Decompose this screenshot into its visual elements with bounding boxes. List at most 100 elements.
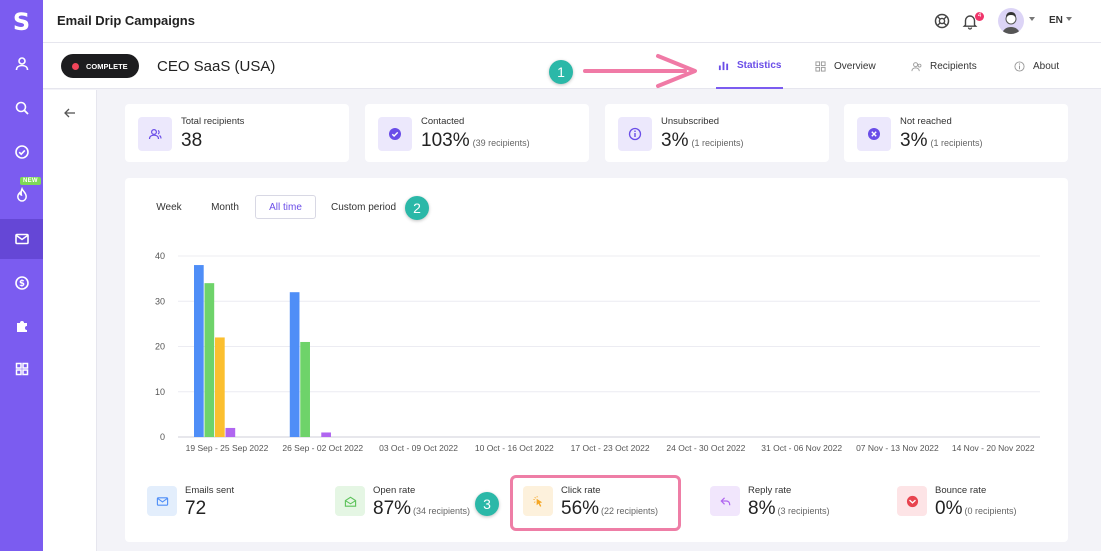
metric-label: Reply rate [748, 485, 792, 496]
x-tick-label: 03 Oct - 09 Oct 2022 [379, 443, 458, 453]
metric-sub: (22 recipients) [601, 506, 659, 516]
info-icon [628, 127, 642, 141]
avatar-dropdown-caret-icon[interactable] [1029, 17, 1035, 21]
cursor-click-icon [532, 495, 542, 507]
notification-count-badge: 4 [975, 12, 984, 21]
chart-bar [204, 283, 215, 437]
x-tick-label: 26 Sep - 02 Oct 2022 [282, 443, 363, 453]
y-tick-label: 40 [155, 251, 165, 261]
metric-value: 0% (0 recipients) [935, 498, 1017, 520]
language-caret-icon[interactable] [1066, 17, 1072, 21]
stat-value: 38 [181, 130, 205, 152]
period-week-button[interactable]: Week [156, 201, 182, 213]
metric-label: Open rate [373, 485, 416, 496]
chart-bar [194, 265, 204, 437]
stat-label: Contacted [421, 116, 465, 127]
bounce-icon [906, 495, 918, 507]
stat-value-number: 38 [181, 130, 203, 151]
stat-label: Unsubscribed [661, 116, 720, 127]
sidebar-item-tasks[interactable] [0, 132, 43, 172]
x-circle-icon [868, 128, 880, 140]
puzzle-icon [16, 321, 27, 332]
page-title: Email Drip Campaigns [57, 13, 195, 28]
check-circle-icon [14, 145, 29, 159]
metric-value: 56% (22 recipients) [561, 498, 658, 520]
sidebar-item-contacts[interactable] [0, 44, 43, 84]
bell-icon[interactable] [961, 12, 979, 30]
metric-sub: (0 recipients) [964, 506, 1017, 516]
top-bar: Email Drip Campaigns [43, 0, 1101, 43]
app-logo[interactable]: S [12, 8, 31, 36]
x-tick-label: 19 Sep - 25 Sep 2022 [186, 443, 269, 453]
metric-icon-box [147, 486, 177, 516]
chart-bar [321, 432, 331, 437]
period-month-button[interactable]: Month [211, 201, 239, 213]
help-lifebuoy-icon[interactable] [933, 12, 951, 30]
y-tick-label: 20 [155, 342, 165, 352]
status-label: COMPLETE [86, 61, 128, 71]
stat-value: 3% (1 recipients) [900, 130, 983, 152]
sidebar-item-campaigns[interactable] [0, 219, 43, 259]
tab-overview[interactable]: Overview [815, 43, 876, 89]
stat-sub: (39 recipients) [472, 138, 530, 148]
x-tick-label: 24 Oct - 30 Oct 2022 [666, 443, 745, 453]
avatar[interactable] [998, 8, 1024, 34]
dollar-icon: $ [14, 276, 29, 290]
recipients-bar-chart: 0 10 20 30 40 19 Sep - 25 Sep 2022 26 Sep - 02… [155, 251, 1040, 453]
sidebar-item-apps[interactable] [0, 349, 43, 389]
users-icon [911, 61, 922, 71]
mail-icon [14, 233, 29, 245]
mail-icon [156, 496, 168, 506]
y-tick-label: 30 [155, 296, 165, 306]
callout-step-3: 3 [475, 492, 499, 516]
callout-step-2: 2 [405, 196, 429, 220]
metric-icon-box [710, 486, 740, 516]
campaign-name: CEO SaaS (USA) [157, 58, 276, 75]
x-tick-label: 17 Oct - 23 Oct 2022 [571, 443, 650, 453]
period-all-time-button[interactable]: All time [255, 195, 316, 219]
stat-icon-box [138, 117, 172, 151]
metric-click-rate: Click rate 56% (22 recipients) [523, 482, 673, 522]
sidebar-item-integrations[interactable] [0, 306, 43, 346]
metric-value-number: 8% [748, 498, 776, 519]
tab-about[interactable]: About [1014, 43, 1059, 89]
metric-label: Bounce rate [935, 485, 987, 496]
y-tick-label: 0 [160, 432, 165, 442]
tab-statistics[interactable]: Statistics [716, 43, 784, 89]
chart-bar [289, 292, 300, 437]
chart-bar [225, 427, 236, 437]
stat-label: Not reached [900, 116, 952, 127]
sidebar-item-warmup[interactable]: NEW [0, 175, 43, 215]
period-custom-button[interactable]: Custom period [330, 201, 397, 213]
stat-value-number: 103% [421, 130, 470, 151]
sidebar-item-search[interactable] [0, 88, 43, 128]
metric-label: Click rate [561, 485, 601, 496]
info-icon [1014, 60, 1025, 72]
grid-icon [15, 362, 28, 376]
metric-value-number: 87% [373, 498, 412, 519]
callout-step-1: 1 [549, 60, 573, 84]
stat-card-unsubscribed: Unsubscribed 3% (1 recipients) [605, 104, 829, 162]
tab-recipients[interactable]: Recipients [911, 43, 977, 89]
metric-label: Emails sent [185, 485, 235, 496]
stat-card-total-recipients: Total recipients 38 [125, 104, 349, 162]
overview-grid-icon [815, 60, 826, 72]
search-icon [15, 101, 29, 115]
tab-label: Recipients [930, 60, 977, 72]
sidebar: S NEW $ [0, 0, 43, 551]
metric-bounce-rate: Bounce rate 0% (0 recipients) [897, 482, 1057, 522]
tab-label: Statistics [737, 59, 782, 71]
stat-label: Total recipients [181, 116, 245, 127]
x-tick-label: 14 Nov - 20 Nov 2022 [952, 443, 1035, 453]
language-selector[interactable]: EN [1049, 15, 1063, 26]
stat-sub: (1 recipients) [691, 138, 744, 148]
stat-value: 103% (39 recipients) [421, 130, 530, 152]
fire-icon [16, 187, 27, 202]
sidebar-item-billing[interactable]: $ [0, 263, 43, 303]
status-dot-icon [72, 62, 79, 70]
back-arrow-icon[interactable] [63, 106, 77, 120]
click-rate-highlight [510, 475, 681, 531]
chart-bar [300, 341, 310, 437]
x-tick-label: 31 Oct - 06 Nov 2022 [761, 443, 842, 453]
metric-value-number: 72 [185, 498, 207, 519]
